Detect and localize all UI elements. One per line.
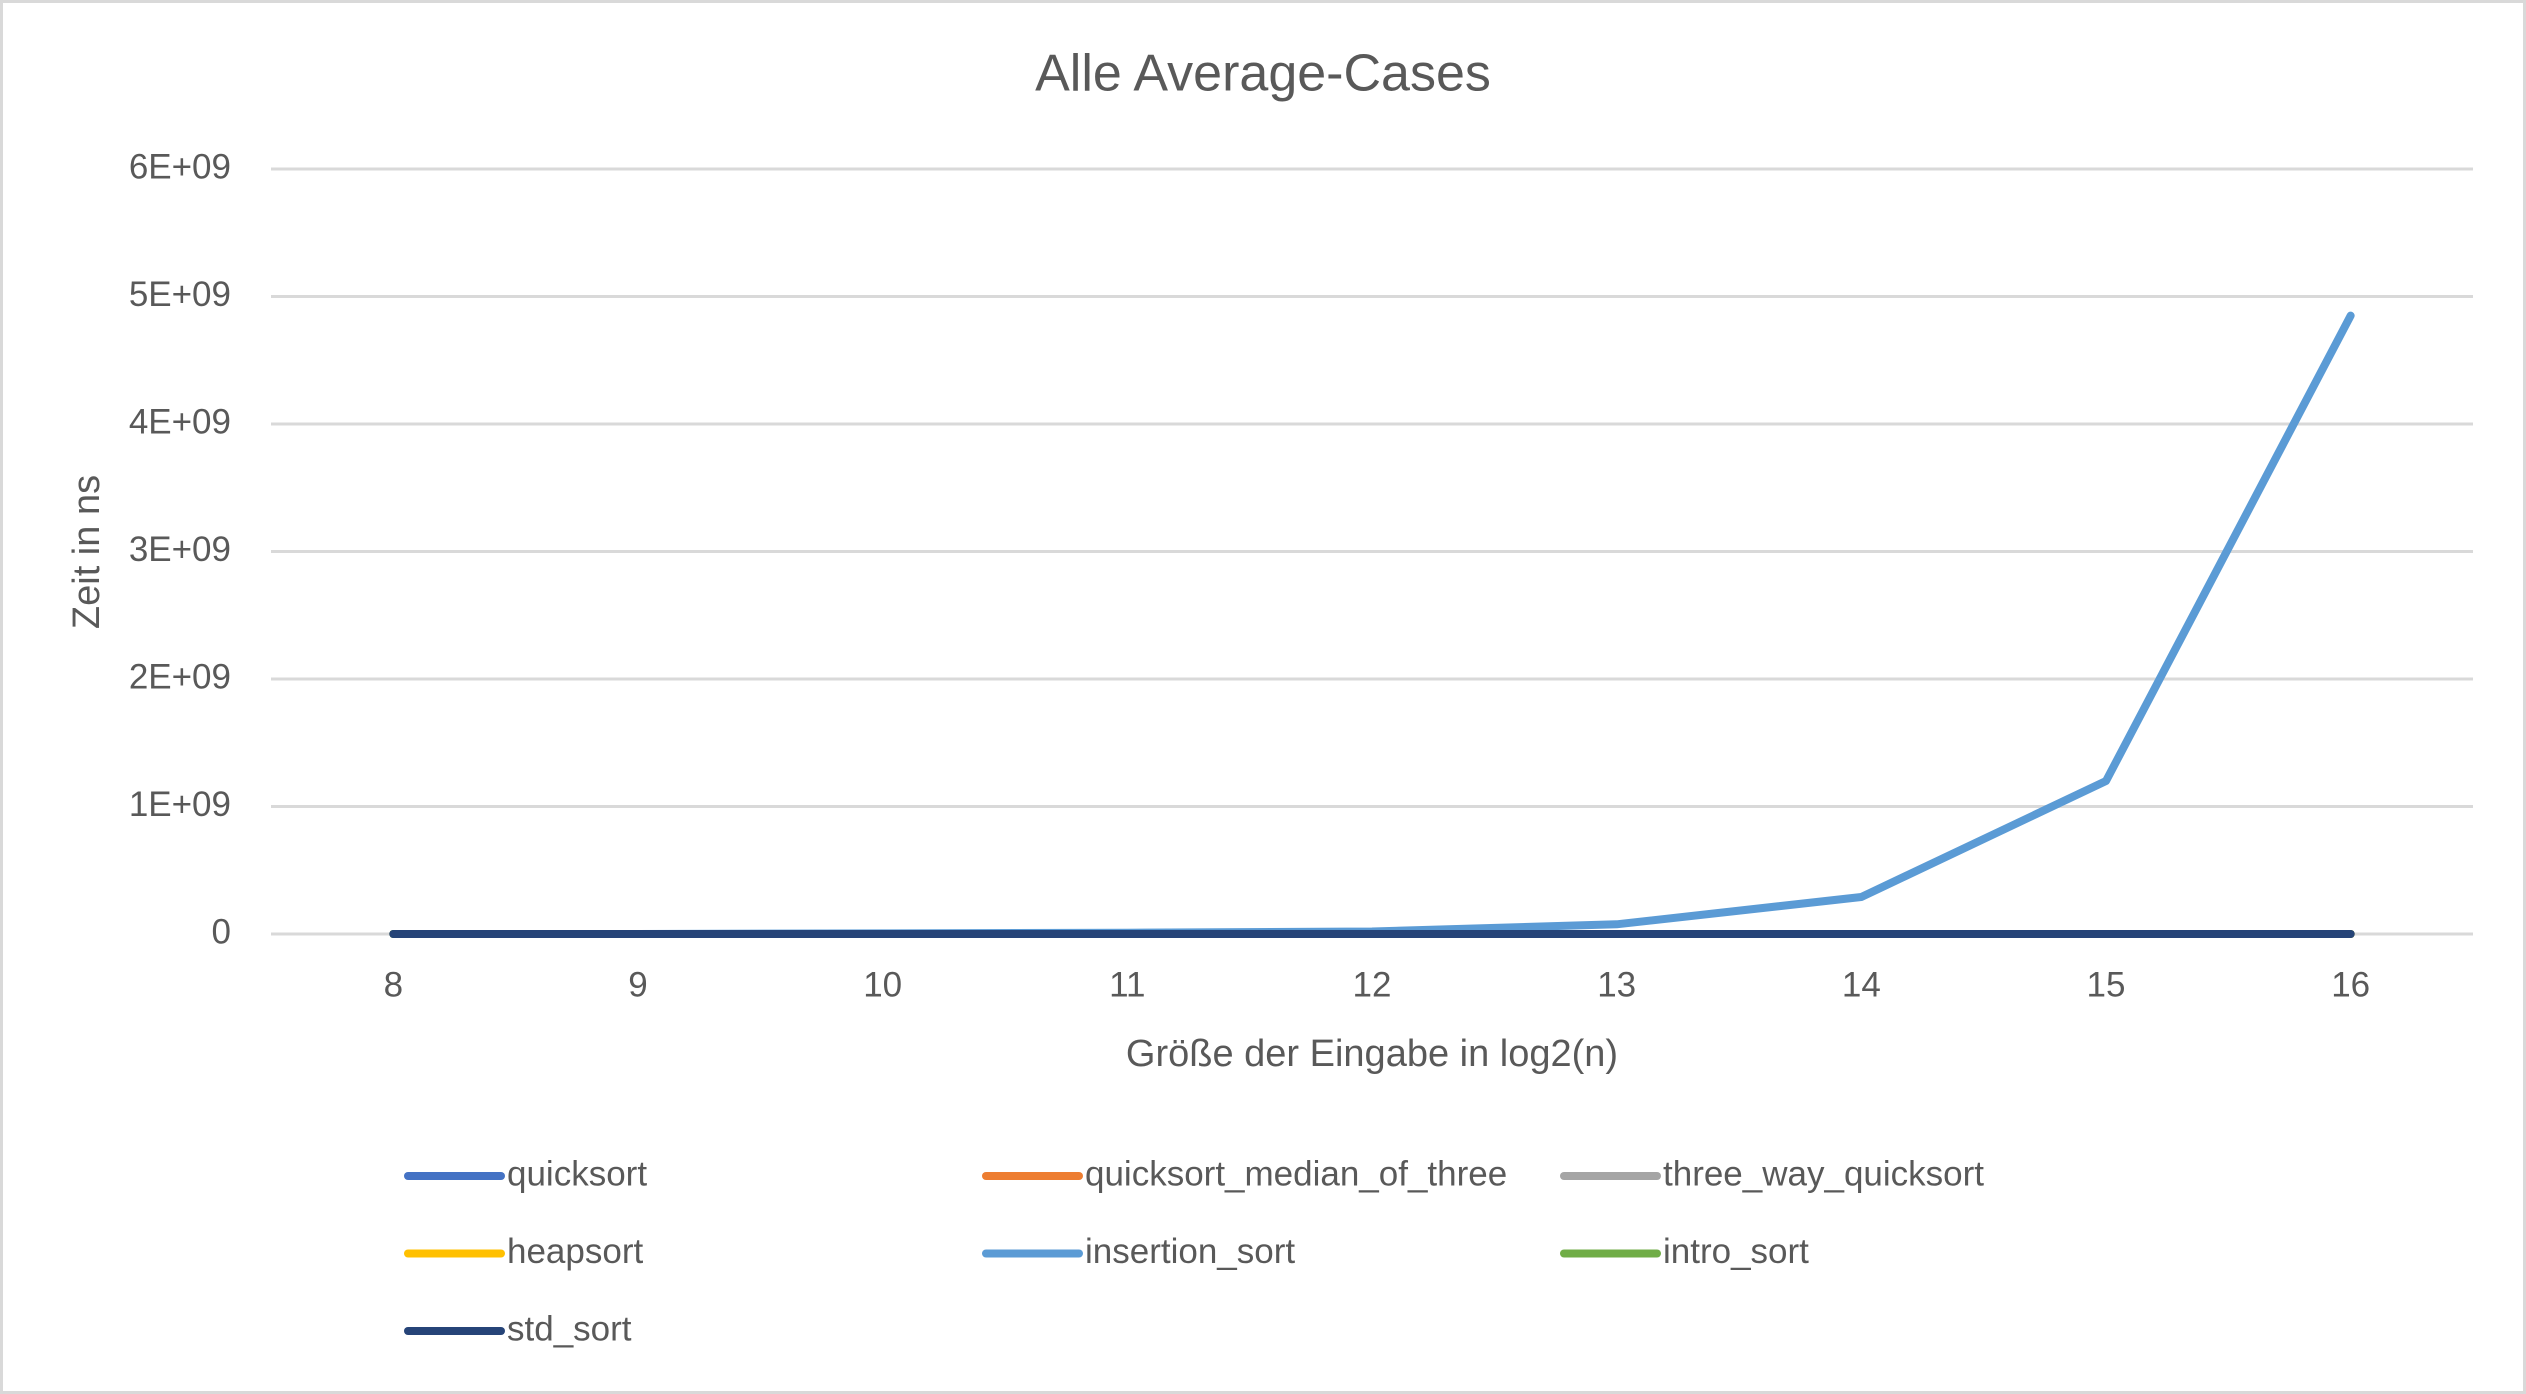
y-tick-label: 4E+09	[129, 402, 231, 441]
x-tick-label: 16	[2331, 965, 2370, 1004]
y-tick-label: 5E+09	[129, 275, 231, 314]
y-axis-title: Zeit in ns	[66, 475, 108, 629]
y-tick-label: 6E+09	[129, 147, 231, 186]
legend-label: quicksort_median_of_three	[1085, 1154, 1507, 1193]
legend-label: quicksort	[507, 1154, 647, 1193]
x-tick-label: 15	[2087, 965, 2126, 1004]
legend-label: three_way_quicksort	[1663, 1154, 1984, 1193]
y-tick-label: 0	[212, 912, 231, 951]
x-tick-label: 14	[1842, 965, 1881, 1004]
y-tick-label: 3E+09	[129, 530, 231, 569]
legend-label: heapsort	[507, 1232, 643, 1271]
x-tick-label: 9	[628, 965, 647, 1004]
legend-label: intro_sort	[1663, 1232, 1809, 1271]
x-tick-label: 12	[1353, 965, 1392, 1004]
x-tick-label: 13	[1597, 965, 1636, 1004]
legend-label: insertion_sort	[1085, 1232, 1295, 1271]
chart-title: Alle Average-Cases	[1035, 45, 1491, 103]
x-tick-label: 10	[863, 965, 902, 1004]
legend-label: std_sort	[507, 1309, 632, 1348]
y-tick-label: 1E+09	[129, 785, 231, 824]
x-tick-label: 8	[384, 965, 403, 1004]
y-tick-label: 2E+09	[129, 657, 231, 696]
x-tick-label: 11	[1109, 965, 1145, 1004]
x-axis-title: Größe der Eingabe in log2(n)	[1126, 1033, 1618, 1075]
